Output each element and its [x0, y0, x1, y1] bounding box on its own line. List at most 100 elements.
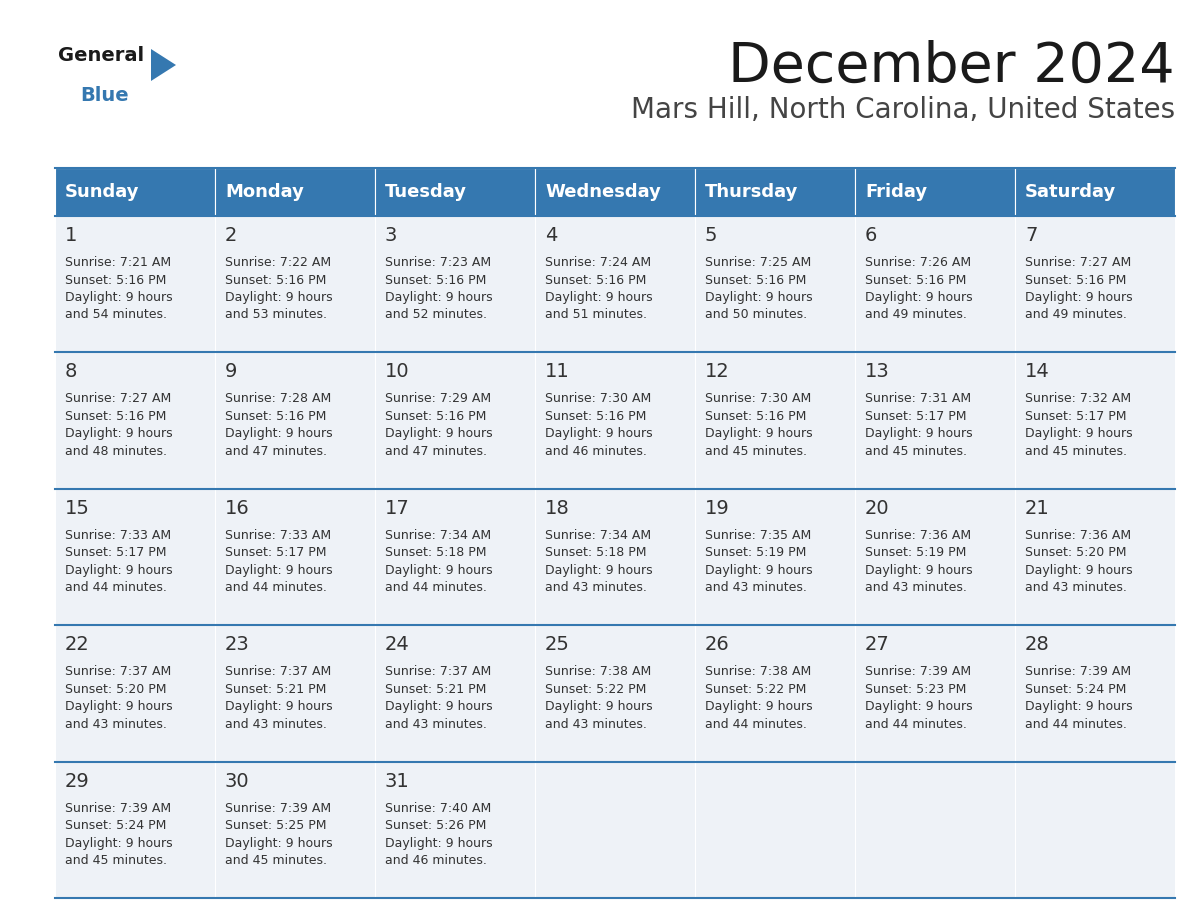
Text: Sunrise: 7:38 AM: Sunrise: 7:38 AM	[545, 666, 651, 678]
Bar	[855, 488, 1015, 625]
Bar	[375, 625, 535, 762]
Bar	[855, 625, 1015, 762]
Text: Thursday: Thursday	[704, 183, 798, 201]
Bar	[1015, 353, 1175, 488]
Text: Sunrise: 7:26 AM: Sunrise: 7:26 AM	[865, 256, 971, 269]
Text: Daylight: 9 hours: Daylight: 9 hours	[1025, 428, 1132, 441]
Text: 16: 16	[225, 498, 249, 518]
Text: Sunrise: 7:37 AM: Sunrise: 7:37 AM	[225, 666, 331, 678]
Text: Daylight: 9 hours: Daylight: 9 hours	[385, 564, 493, 577]
Text: 22: 22	[65, 635, 90, 655]
Text: Daylight: 9 hours: Daylight: 9 hours	[385, 700, 493, 713]
Text: 26: 26	[704, 635, 729, 655]
Text: and 49 minutes.: and 49 minutes.	[1025, 308, 1127, 321]
Text: and 54 minutes.: and 54 minutes.	[65, 308, 168, 321]
Text: and 45 minutes.: and 45 minutes.	[704, 445, 807, 458]
Bar	[535, 216, 695, 353]
Text: and 52 minutes.: and 52 minutes.	[385, 308, 487, 321]
Text: and 43 minutes.: and 43 minutes.	[545, 718, 647, 731]
Text: Daylight: 9 hours: Daylight: 9 hours	[65, 428, 172, 441]
Text: Daylight: 9 hours: Daylight: 9 hours	[865, 564, 973, 577]
Polygon shape	[151, 49, 176, 81]
Bar	[855, 216, 1015, 353]
Text: Daylight: 9 hours: Daylight: 9 hours	[865, 428, 973, 441]
Text: Sunrise: 7:39 AM: Sunrise: 7:39 AM	[1025, 666, 1131, 678]
Text: Sunset: 5:20 PM: Sunset: 5:20 PM	[65, 683, 166, 696]
Text: Daylight: 9 hours: Daylight: 9 hours	[545, 564, 652, 577]
Text: Sunrise: 7:34 AM: Sunrise: 7:34 AM	[545, 529, 651, 542]
Text: and 43 minutes.: and 43 minutes.	[865, 581, 967, 594]
Bar	[535, 488, 695, 625]
Text: Sunset: 5:17 PM: Sunset: 5:17 PM	[225, 546, 327, 559]
Text: 6: 6	[865, 226, 878, 245]
Text: Sunset: 5:18 PM: Sunset: 5:18 PM	[385, 546, 487, 559]
Text: 7: 7	[1025, 226, 1037, 245]
Text: Sunset: 5:26 PM: Sunset: 5:26 PM	[385, 819, 486, 832]
Text: Sunset: 5:17 PM: Sunset: 5:17 PM	[865, 410, 967, 423]
Text: Daylight: 9 hours: Daylight: 9 hours	[225, 291, 333, 304]
Text: 4: 4	[545, 226, 557, 245]
Text: Sunrise: 7:40 AM: Sunrise: 7:40 AM	[385, 801, 492, 814]
Text: 28: 28	[1025, 635, 1050, 655]
Text: 30: 30	[225, 772, 249, 790]
Text: December 2024: December 2024	[728, 40, 1175, 94]
Bar	[695, 168, 855, 216]
Bar	[375, 216, 535, 353]
Bar	[55, 216, 215, 353]
Text: and 45 minutes.: and 45 minutes.	[65, 854, 168, 868]
Text: Sunset: 5:22 PM: Sunset: 5:22 PM	[545, 683, 646, 696]
Text: Daylight: 9 hours: Daylight: 9 hours	[865, 700, 973, 713]
Text: and 44 minutes.: and 44 minutes.	[65, 581, 166, 594]
Text: Sunset: 5:17 PM: Sunset: 5:17 PM	[65, 546, 166, 559]
Text: Sunset: 5:19 PM: Sunset: 5:19 PM	[865, 546, 966, 559]
Text: 17: 17	[385, 498, 410, 518]
Text: Sunrise: 7:37 AM: Sunrise: 7:37 AM	[65, 666, 171, 678]
Text: Daylight: 9 hours: Daylight: 9 hours	[704, 428, 813, 441]
Text: Sunrise: 7:36 AM: Sunrise: 7:36 AM	[865, 529, 971, 542]
Text: Sunset: 5:23 PM: Sunset: 5:23 PM	[865, 683, 966, 696]
Text: Sunrise: 7:39 AM: Sunrise: 7:39 AM	[65, 801, 171, 814]
Bar	[215, 353, 375, 488]
Text: 25: 25	[545, 635, 570, 655]
Text: and 44 minutes.: and 44 minutes.	[865, 718, 967, 731]
Text: Daylight: 9 hours: Daylight: 9 hours	[1025, 700, 1132, 713]
Text: and 43 minutes.: and 43 minutes.	[704, 581, 807, 594]
Text: Daylight: 9 hours: Daylight: 9 hours	[65, 564, 172, 577]
Text: 2: 2	[225, 226, 238, 245]
Text: and 46 minutes.: and 46 minutes.	[545, 445, 647, 458]
Bar	[375, 762, 535, 898]
Bar	[215, 216, 375, 353]
Bar	[55, 762, 215, 898]
Text: Sunset: 5:16 PM: Sunset: 5:16 PM	[545, 410, 646, 423]
Text: Sunset: 5:16 PM: Sunset: 5:16 PM	[225, 410, 327, 423]
Text: Sunset: 5:16 PM: Sunset: 5:16 PM	[865, 274, 966, 286]
Text: Wednesday: Wednesday	[545, 183, 661, 201]
Bar	[535, 168, 695, 216]
Bar	[55, 488, 215, 625]
Text: Sunrise: 7:36 AM: Sunrise: 7:36 AM	[1025, 529, 1131, 542]
Text: Daylight: 9 hours: Daylight: 9 hours	[865, 291, 973, 304]
Text: Daylight: 9 hours: Daylight: 9 hours	[225, 428, 333, 441]
Text: Sunrise: 7:28 AM: Sunrise: 7:28 AM	[225, 392, 331, 406]
Text: Sunrise: 7:22 AM: Sunrise: 7:22 AM	[225, 256, 331, 269]
Text: Daylight: 9 hours: Daylight: 9 hours	[1025, 291, 1132, 304]
Bar	[55, 353, 215, 488]
Bar	[1015, 488, 1175, 625]
Text: 3: 3	[385, 226, 397, 245]
Text: Sunset: 5:22 PM: Sunset: 5:22 PM	[704, 683, 807, 696]
Text: Sunrise: 7:35 AM: Sunrise: 7:35 AM	[704, 529, 811, 542]
Text: Mars Hill, North Carolina, United States: Mars Hill, North Carolina, United States	[631, 96, 1175, 124]
Bar	[855, 353, 1015, 488]
Text: Sunrise: 7:39 AM: Sunrise: 7:39 AM	[225, 801, 331, 814]
Bar	[855, 762, 1015, 898]
Text: Sunset: 5:19 PM: Sunset: 5:19 PM	[704, 546, 807, 559]
Text: and 50 minutes.: and 50 minutes.	[704, 308, 807, 321]
Bar	[375, 488, 535, 625]
Bar	[695, 488, 855, 625]
Text: Sunday: Sunday	[65, 183, 139, 201]
Bar	[1015, 762, 1175, 898]
Text: Daylight: 9 hours: Daylight: 9 hours	[385, 836, 493, 849]
Text: and 45 minutes.: and 45 minutes.	[225, 854, 327, 868]
Bar	[535, 353, 695, 488]
Text: Sunset: 5:16 PM: Sunset: 5:16 PM	[65, 274, 166, 286]
